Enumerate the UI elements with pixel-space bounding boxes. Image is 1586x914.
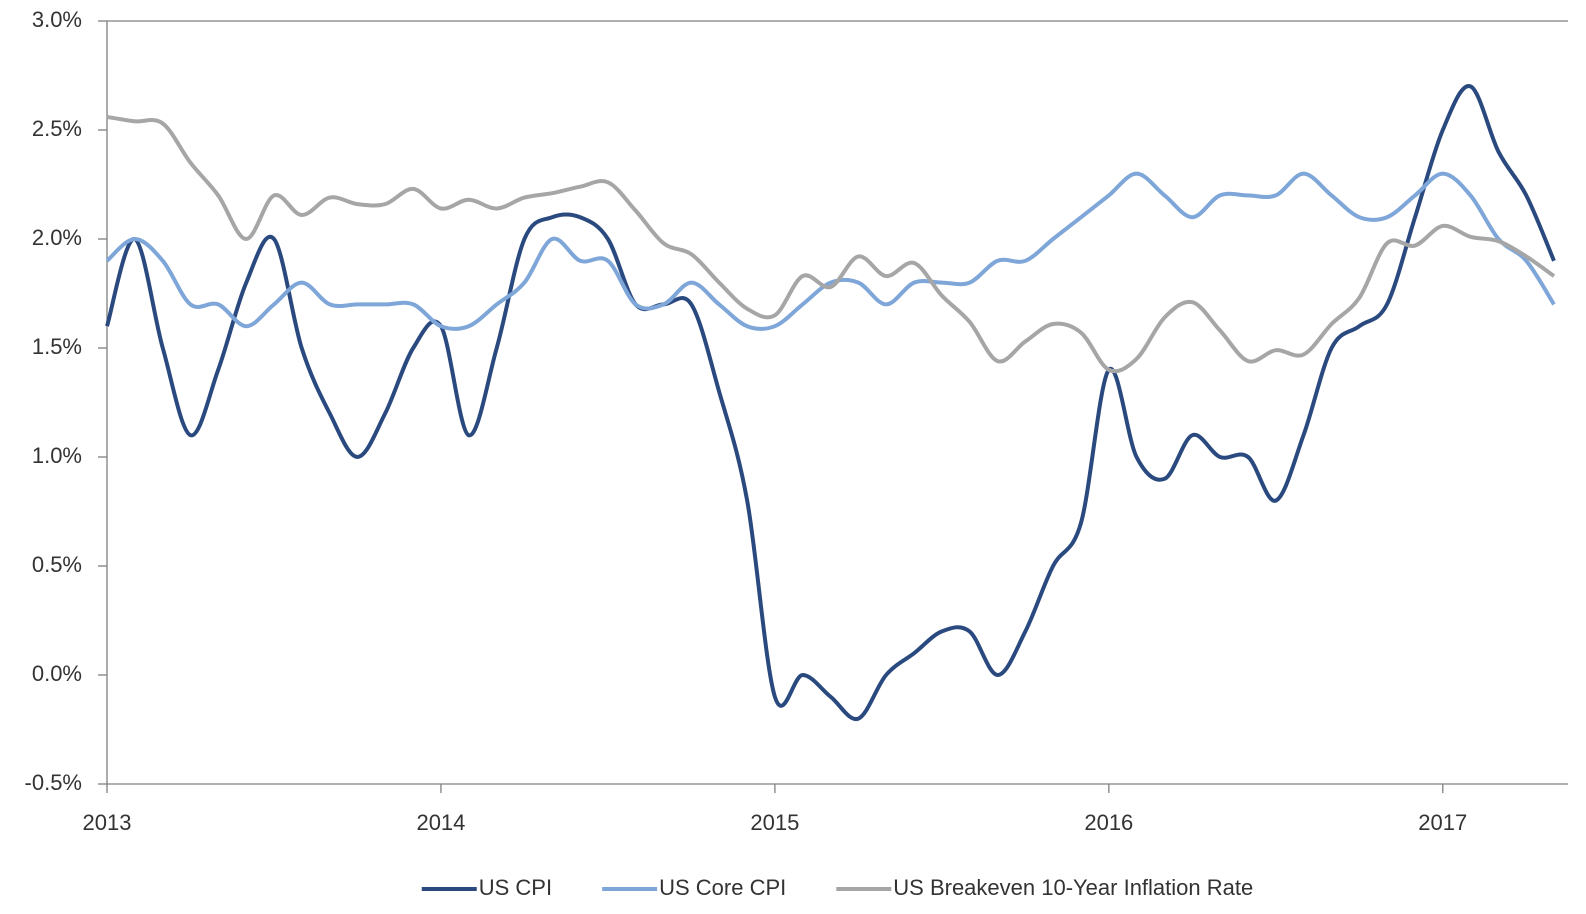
x-tick-label: 2015: [750, 810, 799, 835]
legend-label: US CPI: [479, 875, 552, 900]
series-line: [106, 114, 1556, 374]
x-tick-label: 2014: [416, 810, 465, 835]
x-tick-label: 2017: [1418, 810, 1467, 835]
y-tick-label: -0.5%: [25, 770, 82, 795]
y-tick-label: 1.0%: [32, 443, 82, 468]
legend-label: US Breakeven 10-Year Inflation Rate: [893, 875, 1253, 900]
y-tick-label: 2.5%: [32, 116, 82, 141]
y-tick-label: 1.5%: [32, 334, 82, 359]
series-line: [105, 84, 1556, 721]
y-tick-label: 2.0%: [32, 225, 82, 250]
series-line: [105, 171, 1556, 331]
y-tick-label: 0.5%: [32, 552, 82, 577]
legend-label: US Core CPI: [659, 875, 786, 900]
y-tick-label: 3.0%: [32, 7, 82, 32]
y-tick-label: 0.0%: [32, 661, 82, 686]
x-tick-label: 2013: [83, 810, 132, 835]
x-tick-label: 2016: [1084, 810, 1133, 835]
